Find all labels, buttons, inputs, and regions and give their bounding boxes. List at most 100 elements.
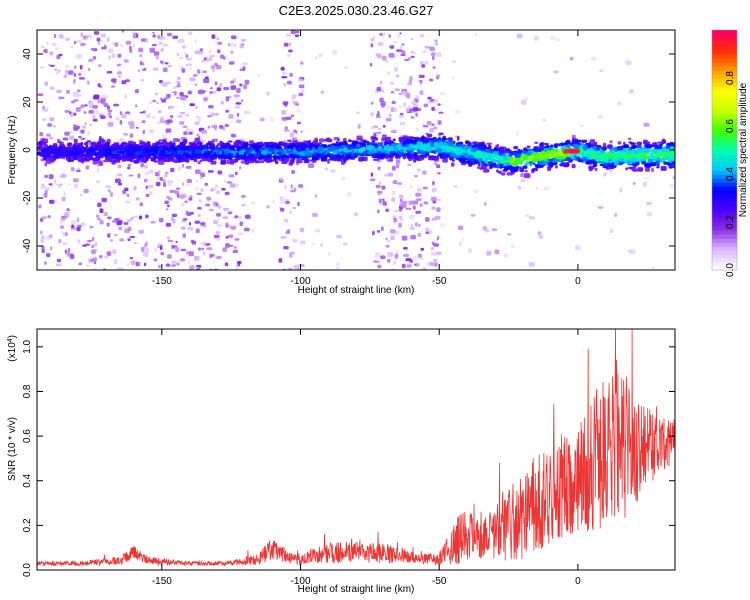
spectrogram-cell <box>318 150 321 153</box>
spectrogram-cell <box>410 116 415 119</box>
spectrogram-cell <box>190 211 194 215</box>
spectrogram-cell <box>153 258 158 262</box>
spectrogram-cell <box>152 34 156 38</box>
spectrogram-cell <box>99 208 104 214</box>
snr-y-tick-label: 0.2 <box>22 518 33 532</box>
spectrogram-cell <box>331 155 336 161</box>
spectrogram-cell <box>656 149 663 155</box>
spectrogram-cell <box>70 100 76 104</box>
spectrogram-cell <box>208 105 214 109</box>
spectrogram-cell <box>66 209 71 212</box>
spectrogram-cell <box>169 141 173 145</box>
spectrogram-cell <box>120 150 125 154</box>
spectrogram-cell <box>237 260 242 264</box>
spectrogram-cell <box>611 153 616 158</box>
spectrogram-cell <box>154 247 157 253</box>
spectrogram-cell <box>294 101 299 106</box>
spectrogram-cell <box>418 79 423 83</box>
spectrogram-cell <box>165 81 171 84</box>
spectrogram-cell <box>281 76 288 79</box>
spectrogram-cell <box>405 144 410 148</box>
spectrogram-cell <box>167 64 172 68</box>
spectrogram-cell <box>49 117 55 122</box>
spectrogram-cell <box>182 152 189 156</box>
spectrogram-cell <box>75 146 80 150</box>
spectrogram-cell <box>180 203 185 207</box>
spectrogram-cell <box>188 226 194 230</box>
spectrogram-cell <box>534 164 540 168</box>
spectrogram-cell <box>437 120 442 125</box>
spectrogram-cell <box>596 146 599 151</box>
colorbar-swatch <box>712 178 737 183</box>
spectrogram-cell <box>182 163 184 168</box>
spectrogram-cell <box>164 62 169 65</box>
spectrogram-cell <box>482 153 486 157</box>
spectrogram-cell <box>223 145 227 149</box>
spectrogram-cell <box>601 160 606 164</box>
spectrogram-cell <box>327 252 331 256</box>
spectrogram-cell <box>234 94 240 97</box>
spectrogram-cell <box>661 139 665 145</box>
spectrogram-cell <box>317 146 324 152</box>
spectrogram-cell <box>275 146 281 150</box>
spectrogram-cell <box>298 92 304 97</box>
spectrogram-cell <box>466 141 472 147</box>
spectrogram-cell <box>81 145 85 149</box>
spectrogram-cell <box>213 220 219 225</box>
spectrogram-cell <box>303 159 308 164</box>
spectrogram-cell <box>145 247 149 253</box>
spectrogram-cell <box>297 78 304 82</box>
spectrogram-cell <box>330 169 336 173</box>
spectrogram-cell <box>390 129 397 134</box>
spectrogram-cell <box>43 157 46 161</box>
spectrogram-cell <box>74 156 78 160</box>
spectrogram-cell <box>234 183 239 187</box>
spectrogram-cell <box>432 66 436 69</box>
spectrogram-cell <box>596 150 600 155</box>
spectrogram-cell <box>217 41 223 45</box>
spectrogram-cell <box>434 39 438 43</box>
spectrogram-cell <box>167 204 170 208</box>
spectrogram-cell <box>248 147 254 151</box>
spectrogram-cell <box>486 142 492 145</box>
spectrogram-cell <box>179 92 184 96</box>
spectrogram-cell <box>515 165 519 170</box>
spectrogram-cell <box>514 157 520 161</box>
spectrogram-cell <box>492 151 500 155</box>
spectrogram-cell <box>287 267 293 270</box>
spectrogram-cell <box>51 145 58 149</box>
spectrogram-cell <box>644 148 650 151</box>
spectrogram-cell <box>154 92 159 96</box>
spectrogram-cell <box>438 111 444 114</box>
spectrogram-cell <box>378 145 382 149</box>
spectrogram-cell <box>114 234 118 237</box>
spectrogram-cell <box>283 218 289 223</box>
spectrogram-cell <box>397 215 403 220</box>
spectrogram-cell <box>413 175 418 178</box>
spectrogram-cell <box>244 214 251 219</box>
spectrogram-cell <box>674 152 675 154</box>
spectrogram-cell <box>516 33 523 39</box>
spectrogram-cell <box>145 113 151 118</box>
spectrogram-cell <box>234 43 237 48</box>
spectrogram-cell <box>224 123 229 128</box>
spectrogram-cell <box>203 151 210 155</box>
spectrogram-cell <box>146 154 151 159</box>
spectrogram-cell <box>213 156 218 160</box>
spectrogram-cell <box>660 158 665 162</box>
spectrogram-cell <box>217 170 223 175</box>
spectrogram-cell <box>215 112 219 116</box>
spectrogram-cell <box>177 115 183 118</box>
snr-series <box>37 329 675 567</box>
spectrogram-cell <box>278 258 283 263</box>
snr-plot-area <box>37 329 675 570</box>
spectrogram-cell <box>41 234 45 240</box>
spectrogram-cell <box>216 224 223 227</box>
spectrogram-cell <box>376 131 382 134</box>
spectrogram-cell <box>391 143 397 147</box>
spectrogram-cell <box>309 142 313 148</box>
spectrogram-cell <box>377 193 382 196</box>
spectrogram-cell <box>431 187 437 193</box>
spectrogram-cell <box>201 241 207 246</box>
spectrogram-cell <box>176 262 180 266</box>
